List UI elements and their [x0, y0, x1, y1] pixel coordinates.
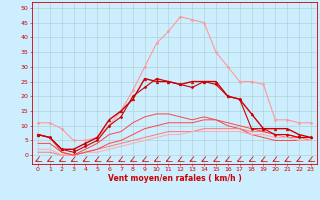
X-axis label: Vent moyen/en rafales ( km/h ): Vent moyen/en rafales ( km/h ): [108, 174, 241, 183]
